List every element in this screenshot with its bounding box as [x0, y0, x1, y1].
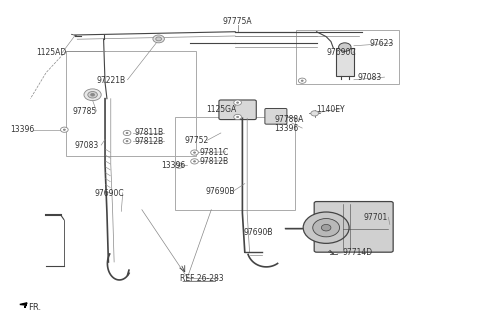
Circle shape [123, 138, 131, 144]
Circle shape [175, 163, 183, 168]
Bar [66, 51, 196, 156]
Circle shape [237, 102, 239, 103]
Text: FR.: FR. [28, 303, 42, 312]
Circle shape [193, 152, 195, 153]
Circle shape [178, 165, 180, 166]
Circle shape [153, 35, 164, 43]
Circle shape [156, 37, 161, 41]
Circle shape [88, 92, 97, 98]
Circle shape [84, 89, 101, 101]
Circle shape [60, 127, 68, 132]
Text: 97752: 97752 [185, 136, 209, 145]
Circle shape [303, 212, 349, 243]
Circle shape [234, 114, 241, 120]
Text: 97690B: 97690B [244, 228, 273, 237]
Bar [297, 30, 399, 84]
Text: 13396: 13396 [275, 124, 299, 133]
Text: 97690B: 97690B [205, 187, 235, 196]
Text: 1140EY: 1140EY [317, 105, 345, 113]
Polygon shape [20, 303, 27, 308]
Text: 1125GA: 1125GA [206, 105, 237, 113]
Text: 97811C: 97811C [199, 148, 228, 157]
Text: 97811B: 97811B [135, 129, 164, 137]
Circle shape [311, 111, 319, 116]
Text: 97812B: 97812B [135, 137, 164, 146]
Circle shape [301, 80, 303, 81]
Text: 97083: 97083 [75, 141, 99, 150]
Text: 97785: 97785 [72, 107, 97, 116]
Text: 97714D: 97714D [343, 248, 373, 257]
Circle shape [126, 140, 128, 142]
Circle shape [299, 78, 306, 83]
Text: 97701: 97701 [363, 214, 388, 222]
Text: 97788A: 97788A [275, 115, 304, 124]
Bar [336, 48, 354, 76]
Text: 13396: 13396 [161, 161, 185, 170]
Circle shape [237, 116, 239, 118]
FancyBboxPatch shape [314, 202, 393, 252]
Text: 97083: 97083 [357, 73, 382, 82]
Circle shape [322, 224, 331, 231]
Text: 13396: 13396 [10, 125, 35, 134]
Circle shape [123, 130, 131, 135]
Circle shape [313, 218, 339, 237]
Text: 97690C: 97690C [94, 189, 124, 198]
FancyBboxPatch shape [219, 100, 256, 120]
Circle shape [63, 129, 65, 130]
Text: REF 26-283: REF 26-283 [180, 275, 224, 283]
Text: 97623: 97623 [369, 39, 394, 48]
Circle shape [126, 132, 128, 133]
Circle shape [191, 150, 198, 155]
Bar [175, 117, 295, 210]
Circle shape [191, 159, 198, 164]
Text: 97775A: 97775A [223, 17, 252, 27]
Text: 1125AD: 1125AD [36, 49, 67, 57]
Circle shape [193, 161, 195, 162]
Text: 97690C: 97690C [326, 49, 356, 57]
Circle shape [91, 93, 95, 96]
Text: 97221B: 97221B [96, 76, 126, 85]
Circle shape [234, 100, 241, 105]
Circle shape [338, 43, 351, 51]
Text: 97812B: 97812B [199, 157, 228, 166]
FancyBboxPatch shape [265, 109, 287, 124]
